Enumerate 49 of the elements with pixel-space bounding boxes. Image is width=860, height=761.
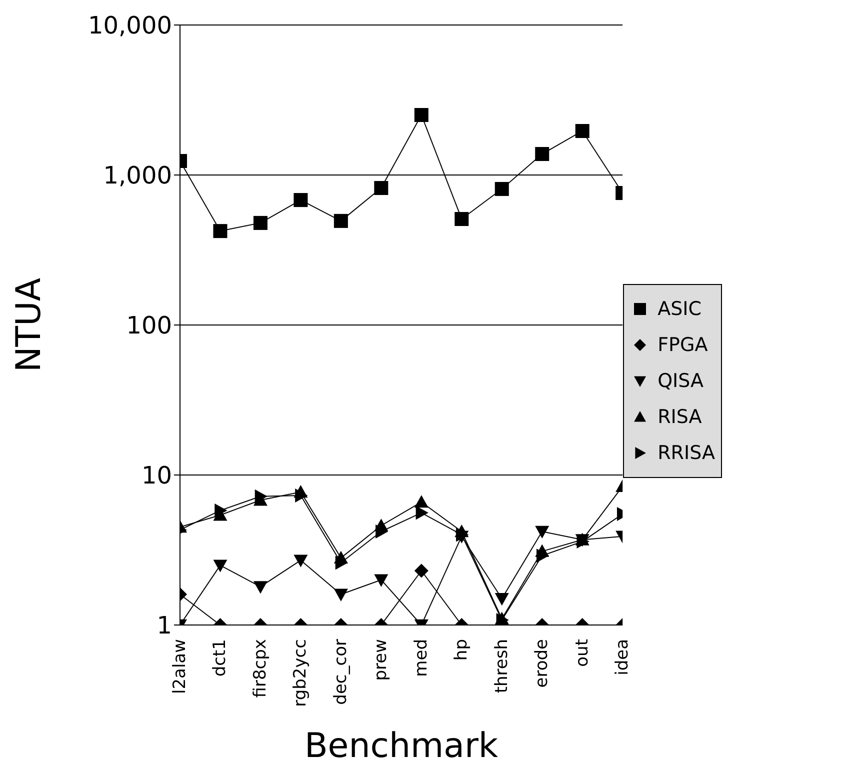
point [213,560,228,572]
point [575,124,590,138]
point [535,526,550,539]
y-tick-label: 10 [141,462,172,490]
point [536,548,550,563]
y-tick-label: 100 [126,312,172,340]
point [414,108,428,122]
x-tick-label: med [411,639,432,677]
x-tick-label: fir8cpx [250,639,270,698]
y-tick-label: 1 [156,612,172,640]
point [414,495,428,508]
x-tick-label: dec_cor [330,639,351,705]
x-tick-label: dct1 [210,639,230,677]
x-tick-label: idea [612,639,633,676]
point [254,489,268,504]
x-tick-label: erode [532,639,552,688]
x-tick-label: rgb2ycc [290,639,311,707]
point [294,554,308,568]
point [295,488,308,502]
x-tick-label: out [572,638,592,667]
point [334,214,348,228]
legend-label: RISA [658,406,702,428]
x-tick-label: thresh [492,639,512,694]
point [214,503,228,518]
point [454,212,469,226]
legend-label: ASIC [658,298,702,320]
point [494,592,509,606]
legend-label: QISA [658,370,704,392]
point [374,181,388,196]
point [294,193,308,208]
point [334,588,348,602]
x-axis-title: Benchmark [304,726,498,761]
point [213,224,228,238]
x-tick-label: l2alaw [170,638,190,694]
point [335,556,348,570]
legend-label: FPGA [658,334,708,356]
legend-label: RRISA [658,442,715,464]
y-tick-label: 10,000 [88,12,172,40]
point [376,524,388,539]
point [374,574,388,587]
point [253,216,268,230]
point [494,182,509,196]
y-axis-title: NTUA [9,278,50,372]
y-tick-label: 1,000 [103,162,172,190]
point [416,506,428,520]
x-tick-label: prew [371,638,392,681]
point [535,147,550,162]
x-tick-label: hp [452,639,472,661]
point [253,581,268,594]
